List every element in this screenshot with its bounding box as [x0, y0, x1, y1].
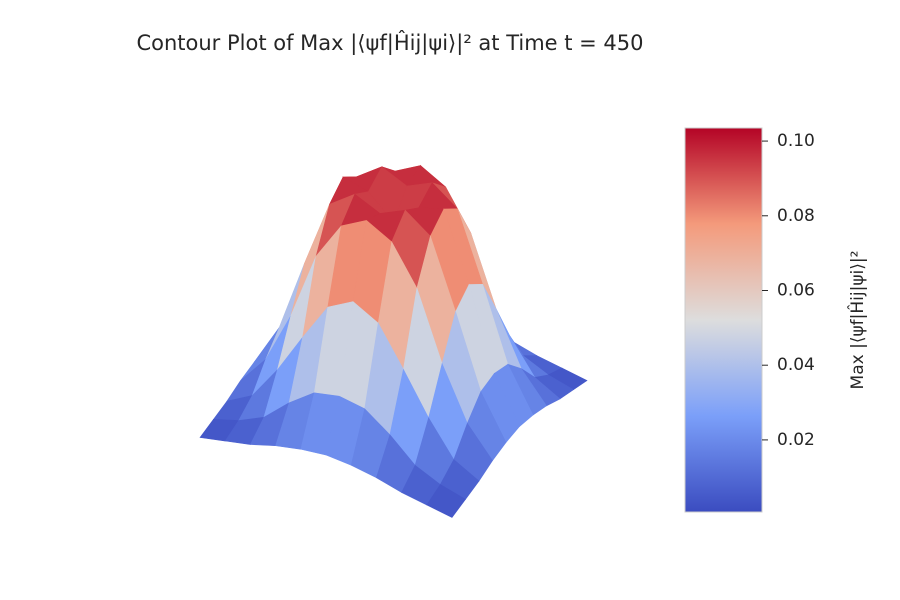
colorbar-tick-label: 0.08 [777, 206, 815, 226]
colorbar-tick-label: 0.06 [777, 280, 815, 300]
chart-title: Contour Plot of Max |⟨ψf|Ĥij|ψi⟩|² at Ti… [136, 30, 643, 56]
colorbar-tick-label: 0.02 [777, 430, 815, 450]
surface [199, 164, 588, 518]
colorbar-tick-label: 0.10 [777, 131, 815, 151]
colorbar-axis: 0.02 0.04 0.06 0.08 0.10 [762, 131, 815, 450]
colorbar-label: Max |⟨ψf|Ĥij|ψi⟩|² [846, 251, 868, 390]
colorbar [684, 127, 763, 513]
colorbar-tick-label: 0.04 [777, 355, 815, 375]
surface-patch [426, 484, 466, 518]
